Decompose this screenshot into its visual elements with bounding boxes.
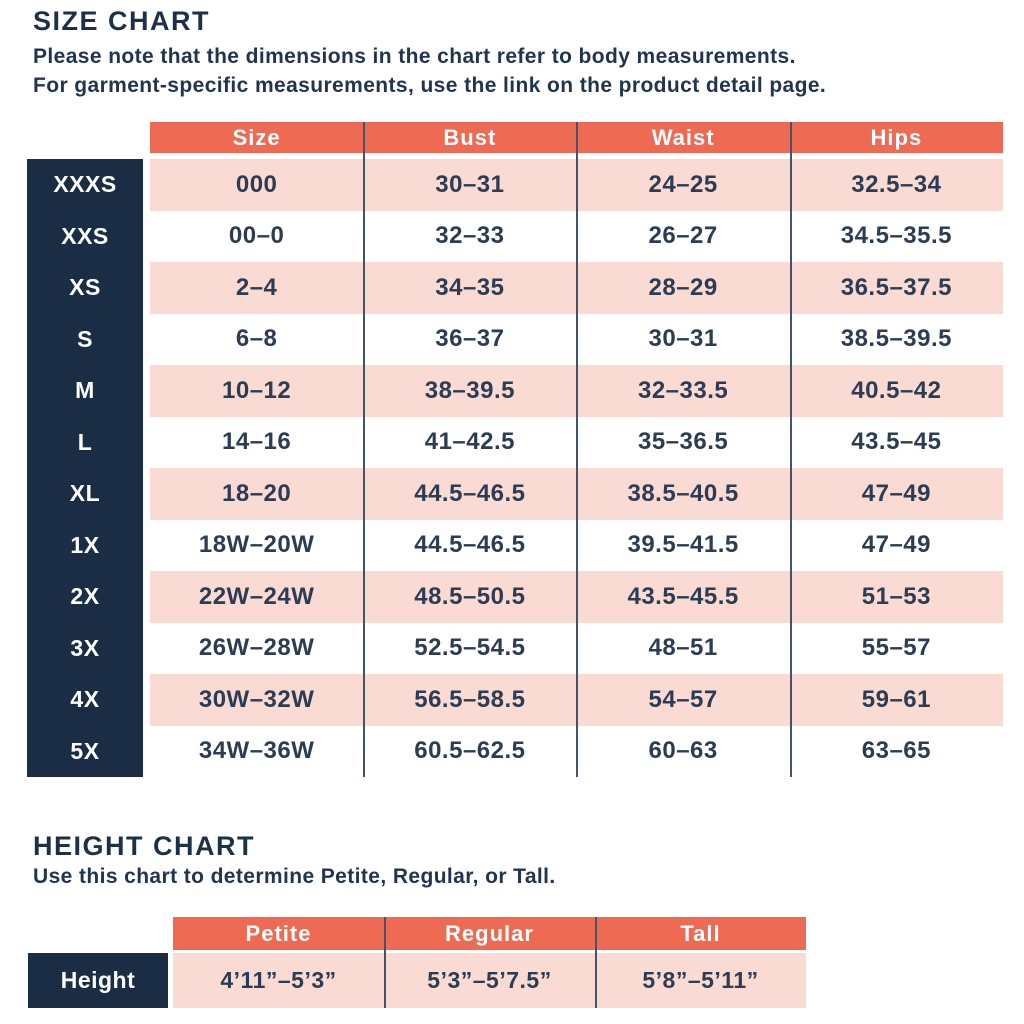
size-cell-4x-bust: 56.5–58.5 [363,674,577,726]
size-cell-3x-size: 26W–28W [150,622,364,674]
height-chart-body: 4’11”–5’3” 5’3”–5’7.5” 5’8”–5’11” [173,953,806,1008]
height-row-label: Height [28,953,168,1008]
size-cell-4x-size: 30W–32W [150,674,364,726]
size-cell-4x-hips: 59–61 [789,674,1003,726]
size-cell-l-waist: 35–36.5 [576,416,790,468]
size-cell-3x-bust: 52.5–54.5 [363,622,577,674]
column-separator [363,122,365,777]
size-cell-m-waist: 32–33.5 [576,365,790,417]
size-cell-m-hips: 40.5–42 [789,365,1003,417]
size-cell-4x-waist: 54–57 [576,674,790,726]
size-cell-xxs-size: 00–0 [150,210,364,262]
size-cell-1x-bust: 44.5–46.5 [363,519,577,571]
size-chart-label-column: XXXS XXS XS S M L XL 1X 2X 3X 4X 5X [27,159,143,777]
size-cell-s-bust: 36–37 [363,313,577,365]
size-cell-5x-size: 34W–36W [150,725,364,777]
size-cell-xxxs-bust: 30–31 [363,159,577,211]
size-cell-l-bust: 41–42.5 [363,416,577,468]
size-cell-xs-size: 2–4 [150,262,364,314]
height-column-header-regular: Regular [384,917,595,950]
size-cell-l-hips: 43.5–45 [789,416,1003,468]
size-cell-xs-bust: 34–35 [363,262,577,314]
size-cell-s-hips: 38.5–39.5 [789,313,1003,365]
height-column-header-tall: Tall [595,917,806,950]
size-cell-xxs-hips: 34.5–35.5 [789,210,1003,262]
size-cell-2x-bust: 48.5–50.5 [363,571,577,623]
size-cell-xxs-bust: 32–33 [363,210,577,262]
size-chart-subtitle: Please note that the dimensions in the c… [33,42,826,100]
size-row-label-xxxs: XXXS [53,171,117,198]
size-row-label-xl: XL [69,480,101,507]
size-cell-s-size: 6–8 [150,313,364,365]
height-chart-title: HEIGHT CHART [33,831,255,861]
size-chart-subtitle-line2: For garment-specific measurements, use t… [33,74,827,97]
size-chart-title: SIZE CHART [33,6,210,36]
size-cell-xs-hips: 36.5–37.5 [789,262,1003,314]
column-separator [576,122,578,777]
size-cell-5x-bust: 60.5–62.5 [363,725,577,777]
size-row-label-5x: 5X [70,737,100,764]
height-value-regular: 5’3”–5’7.5” [384,953,595,1008]
size-cell-xl-bust: 44.5–46.5 [363,468,577,520]
size-cell-l-size: 14–16 [150,416,364,468]
size-column-header-waist: Waist [576,122,790,153]
size-column-header-bust: Bust [363,122,577,153]
size-cell-m-size: 10–12 [150,365,364,417]
size-cell-xl-hips: 47–49 [789,468,1003,520]
size-cell-2x-hips: 51–53 [789,571,1003,623]
column-separator [790,122,792,777]
size-cell-xs-waist: 28–29 [576,262,790,314]
size-cell-s-waist: 30–31 [576,313,790,365]
size-row-label-1x: 1X [70,531,100,558]
size-row-label-l: L [77,428,93,455]
size-cell-xxxs-waist: 24–25 [576,159,790,211]
size-cell-xxxs-hips: 32.5–34 [789,159,1003,211]
height-column-header-petite: Petite [173,917,384,950]
column-separator [595,917,597,1008]
size-row-label-2x: 2X [70,583,100,610]
height-value-petite: 4’11”–5’3” [173,953,384,1008]
size-column-header-size: Size [150,122,364,153]
size-cell-3x-hips: 55–57 [789,622,1003,674]
size-cell-2x-waist: 43.5–45.5 [576,571,790,623]
size-cell-xxxs-size: 000 [150,159,364,211]
size-cell-m-bust: 38–39.5 [363,365,577,417]
size-cell-5x-hips: 63–65 [789,725,1003,777]
size-chart-subtitle-line1: Please note that the dimensions in the c… [33,45,796,68]
size-row-label-3x: 3X [70,634,100,661]
size-row-label-xs: XS [69,274,101,301]
size-row-label-xxs: XXS [61,222,109,249]
height-value-tall: 5’8”–5’11” [595,953,806,1008]
size-cell-xxs-waist: 26–27 [576,210,790,262]
size-column-header-hips: Hips [789,122,1003,153]
size-row-label-4x: 4X [70,686,100,713]
size-cell-xl-waist: 38.5–40.5 [576,468,790,520]
height-chart-table: Petite Regular Tall Height 4’11”–5’3” 5’3”–… [28,917,806,1008]
size-cell-2x-size: 22W–24W [150,571,364,623]
size-row-label-s: S [77,325,93,352]
size-chart-body: 000 30–31 24–25 32.5–34 00–0 32–33 26–27 34.5–3… [150,159,1003,777]
height-chart-header-row: Petite Regular Tall [173,917,806,950]
size-row-label-m: M [75,377,95,404]
size-cell-1x-size: 18W–20W [150,519,364,571]
size-cell-xl-size: 18–20 [150,468,364,520]
size-cell-5x-waist: 60–63 [576,725,790,777]
size-chart-header-row: Size Bust Waist Hips [150,122,1003,153]
size-cell-3x-waist: 48–51 [576,622,790,674]
size-cell-1x-hips: 47–49 [789,519,1003,571]
size-chart-table: Size Bust Waist Hips XXXS XXS XS S M L XL 1X 2X 3X 4X… [27,122,1004,777]
height-chart-subtitle: Use this chart to determine Petite, Regu… [33,865,556,888]
column-separator [384,917,386,1008]
size-cell-1x-waist: 39.5–41.5 [576,519,790,571]
